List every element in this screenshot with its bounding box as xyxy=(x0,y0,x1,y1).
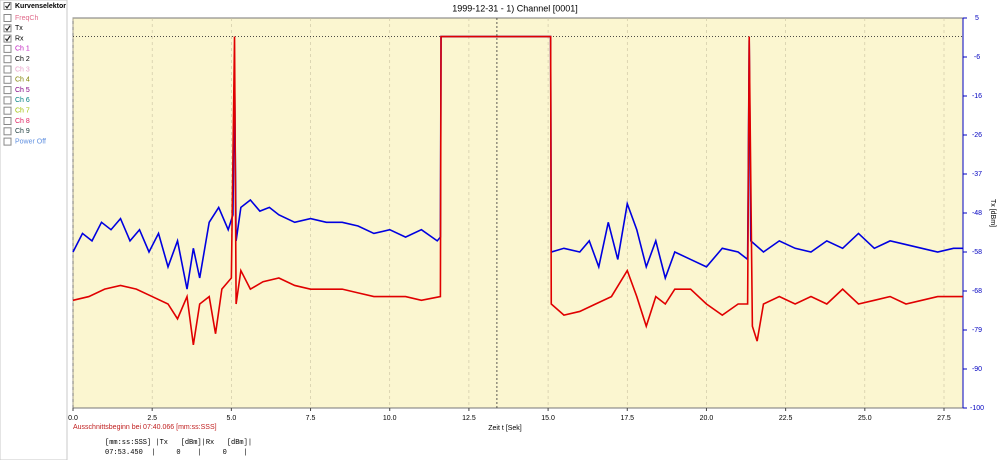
curve-option[interactable]: FreqCh xyxy=(15,15,38,22)
y-tick-label: -58 xyxy=(972,249,982,256)
checkbox[interactable] xyxy=(3,117,12,125)
checkmark xyxy=(5,3,11,10)
x-tick-label: 0.0 xyxy=(68,415,78,422)
curve-option[interactable]: Ch 3 xyxy=(15,66,30,73)
y-tick-label: -16 xyxy=(972,93,982,100)
checkbox[interactable] xyxy=(3,65,12,74)
readout-row: 07:53.450 | 0 | 0 | xyxy=(105,449,248,457)
plot-area xyxy=(72,17,964,409)
y-tick-label: -100 xyxy=(970,405,984,412)
checkbox[interactable] xyxy=(3,96,12,105)
x-tick-label: 2.5 xyxy=(147,415,157,422)
checkbox[interactable] xyxy=(3,55,12,64)
checkbox[interactable] xyxy=(3,75,12,84)
curve-option[interactable]: Ch 8 xyxy=(15,118,30,125)
checkmark xyxy=(5,35,11,42)
checkbox[interactable] xyxy=(3,106,12,115)
y-tick-label: -26 xyxy=(972,132,982,139)
curve-option[interactable]: Ch 4 xyxy=(15,77,30,84)
chart-title: 1999-12-31 - 1) Channel [0001] xyxy=(452,3,578,13)
x-tick-label: 22.5 xyxy=(779,415,793,422)
y-tick-label: -6 xyxy=(974,54,980,61)
x-tick-label: 25.0 xyxy=(858,415,872,422)
curve-option[interactable]: Tx xyxy=(15,25,23,32)
y-tick-label: -68 xyxy=(972,288,982,295)
checkbox[interactable] xyxy=(3,86,12,95)
x-tick-label: 17.5 xyxy=(620,415,634,422)
x-tick-label: 10.0 xyxy=(383,415,397,422)
y-tick-label: 5 xyxy=(975,15,979,22)
x-tick-label: 20.0 xyxy=(700,415,714,422)
checkbox[interactable] xyxy=(3,44,12,53)
x-tick-label: 27.5 xyxy=(937,415,951,422)
x-tick-label: 7.5 xyxy=(306,415,316,422)
checkbox[interactable] xyxy=(3,34,12,43)
x-tick-label: 12.5 xyxy=(462,415,476,422)
curve-option[interactable]: Ch 9 xyxy=(15,128,30,135)
checkbox[interactable] xyxy=(3,2,12,10)
curve-option[interactable]: Ch 6 xyxy=(15,97,30,104)
x-tick-label: 5.0 xyxy=(226,415,236,422)
readout-header: [mm:ss:SSS] |Tx [dBm]|Rx [dBm]| xyxy=(105,439,252,447)
series-line xyxy=(72,35,963,345)
checkmark xyxy=(5,25,11,32)
checkbox[interactable] xyxy=(3,24,12,33)
curve-option[interactable]: Ch 5 xyxy=(15,87,30,94)
annotation: Ausschnittsbeginn bei 07:40.066 [mm:ss:S… xyxy=(73,424,217,431)
curve-option[interactable]: Power Off xyxy=(15,138,46,145)
x-axis-label: Zeit t [Sek] xyxy=(488,425,522,432)
curve-option[interactable]: Ch 2 xyxy=(15,56,30,63)
y-tick-label: -90 xyxy=(972,366,982,373)
curve-option[interactable]: Ch 1 xyxy=(15,46,30,53)
checkbox[interactable] xyxy=(3,127,12,136)
checkbox[interactable] xyxy=(3,137,12,146)
sidebar-title: Kurvenselektor xyxy=(15,3,66,10)
curve-option[interactable]: Ch 7 xyxy=(15,108,30,115)
y-tick-label: -48 xyxy=(972,210,982,217)
y-tick-label: -79 xyxy=(972,327,982,334)
y-tick-label: -37 xyxy=(972,171,982,178)
curve-option[interactable]: Rx xyxy=(15,35,24,42)
y-axis-label: Tx [dBm] xyxy=(989,199,996,227)
x-tick-label: 15.0 xyxy=(541,415,555,422)
checkbox[interactable] xyxy=(3,14,12,22)
